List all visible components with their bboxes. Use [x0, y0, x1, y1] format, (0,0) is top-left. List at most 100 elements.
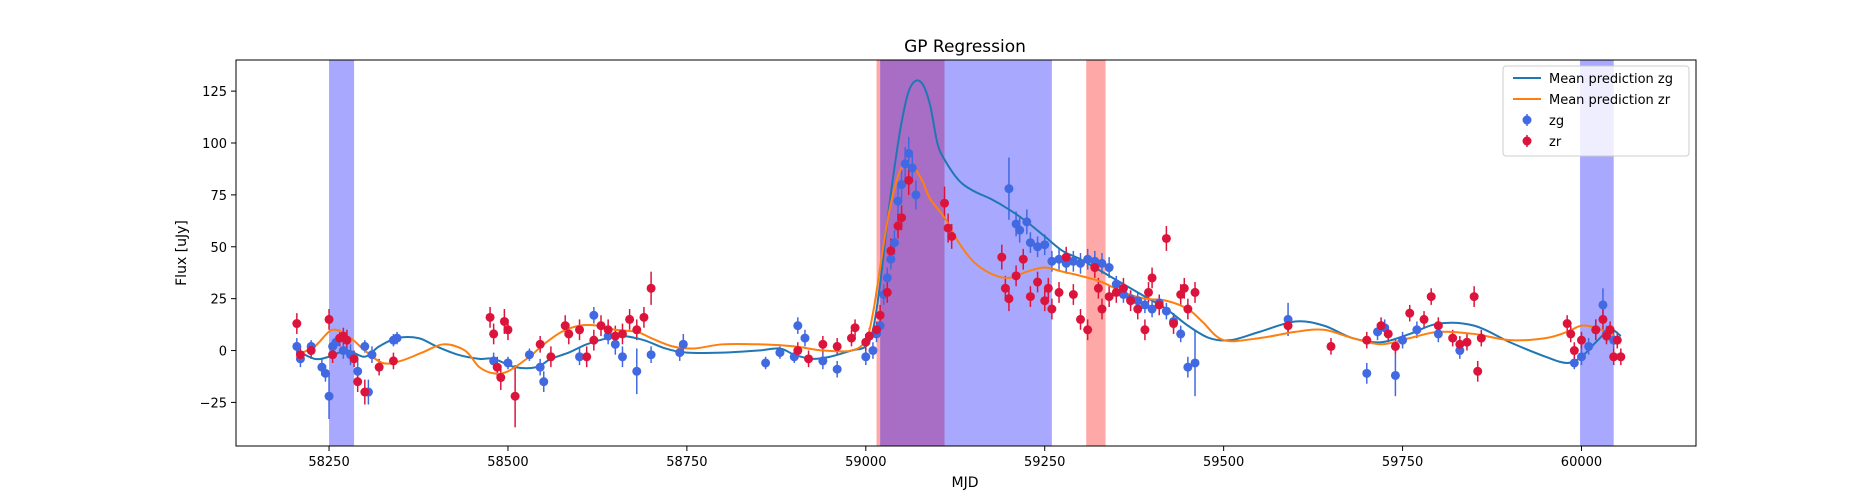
point-zg	[675, 348, 685, 358]
point-zr	[1612, 335, 1622, 345]
point-zr	[1161, 233, 1171, 243]
point-zg	[1004, 184, 1014, 194]
point-zg	[1576, 352, 1586, 362]
point-zr	[1133, 304, 1143, 314]
legend-label-zr-points: zr	[1549, 135, 1562, 150]
point-zr	[582, 352, 592, 362]
point-zr	[1362, 335, 1372, 345]
x-tick-label: 58750	[666, 455, 707, 470]
point-zr	[1562, 319, 1572, 329]
point-zr	[1169, 319, 1179, 329]
point-zr	[1179, 283, 1189, 293]
point-zr	[1383, 329, 1393, 339]
point-zr	[997, 252, 1007, 262]
point-zg	[1455, 346, 1465, 356]
point-zg	[1033, 242, 1043, 252]
point-zg	[367, 350, 377, 360]
point-zr	[1598, 314, 1608, 324]
point-zg	[1283, 314, 1293, 324]
point-zr	[804, 354, 814, 364]
point-zr	[875, 310, 885, 320]
point-zg	[324, 391, 334, 401]
point-zg	[1068, 256, 1078, 266]
x-tick-label: 59500	[1203, 455, 1244, 470]
point-zr	[324, 314, 334, 324]
point-zr	[560, 321, 570, 331]
y-tick-label: 25	[210, 293, 227, 308]
point-zr	[1326, 341, 1336, 351]
shaded-region-zr-1	[876, 60, 881, 446]
point-zr	[1419, 314, 1429, 324]
point-zr	[850, 323, 860, 333]
point-zg	[678, 339, 688, 349]
point-zr	[1043, 283, 1053, 293]
point-zr	[1140, 325, 1150, 335]
point-zg	[632, 366, 642, 376]
point-zr	[295, 350, 305, 360]
point-zr	[1076, 314, 1086, 324]
point-zg	[535, 362, 545, 372]
point-zr	[353, 377, 363, 387]
point-zr	[793, 346, 803, 356]
point-zg	[1584, 341, 1594, 351]
point-zr	[292, 319, 302, 329]
point-zg	[1390, 370, 1400, 380]
point-zr	[388, 356, 398, 366]
point-zg	[353, 366, 363, 376]
chart-title: GP Regression	[904, 37, 1026, 57]
y-tick-label: −25	[200, 396, 227, 411]
x-tick-label: 59000	[845, 455, 886, 470]
y-axis-label: Flux [uJy]	[174, 220, 190, 286]
shaded-region-zr-4	[1086, 60, 1106, 446]
point-zg	[889, 238, 899, 248]
point-zr	[546, 352, 556, 362]
point-zg	[861, 352, 871, 362]
point-zg	[882, 273, 892, 283]
point-zg	[1412, 325, 1422, 335]
point-zr	[1097, 304, 1107, 314]
point-zr	[1469, 292, 1479, 302]
point-zr	[1462, 337, 1472, 347]
point-zr	[1147, 273, 1157, 283]
point-zr	[1283, 321, 1293, 331]
point-zg	[1398, 335, 1408, 345]
point-zr	[1068, 290, 1078, 300]
point-zg	[911, 190, 921, 200]
point-zr	[1433, 321, 1443, 331]
point-zg	[818, 356, 828, 366]
point-zr	[564, 329, 574, 339]
point-zg	[1097, 258, 1107, 268]
y-tick-label: 0	[219, 345, 227, 360]
point-zr	[904, 175, 914, 185]
point-zg	[800, 333, 810, 343]
point-zr	[610, 331, 620, 341]
point-zr	[1616, 352, 1626, 362]
legend: Mean prediction zg Mean prediction zr zg…	[1502, 65, 1690, 157]
point-zr	[846, 333, 856, 343]
point-zr	[1576, 335, 1586, 345]
point-zg	[832, 364, 842, 374]
point-zr	[1000, 283, 1010, 293]
point-zg	[503, 358, 513, 368]
shaded-region-zg-0	[329, 60, 355, 446]
y-tick-label: 125	[202, 85, 227, 100]
point-zr	[1004, 294, 1014, 304]
point-zr	[1405, 308, 1415, 318]
point-zr	[1569, 346, 1579, 356]
point-zg	[1190, 358, 1200, 368]
point-zr	[496, 373, 506, 383]
point-zr	[575, 325, 585, 335]
point-zg	[1111, 279, 1121, 289]
point-zr	[897, 213, 907, 223]
point-zr	[864, 331, 874, 341]
point-zr	[1190, 287, 1200, 297]
point-zr	[489, 329, 499, 339]
point-zg	[1161, 306, 1171, 316]
point-zg	[1040, 240, 1050, 250]
point-zr	[646, 283, 656, 293]
point-zg	[539, 377, 549, 387]
point-zr	[1040, 296, 1050, 306]
point-zr	[342, 335, 352, 345]
point-zg	[646, 350, 656, 360]
point-zg	[900, 159, 910, 169]
